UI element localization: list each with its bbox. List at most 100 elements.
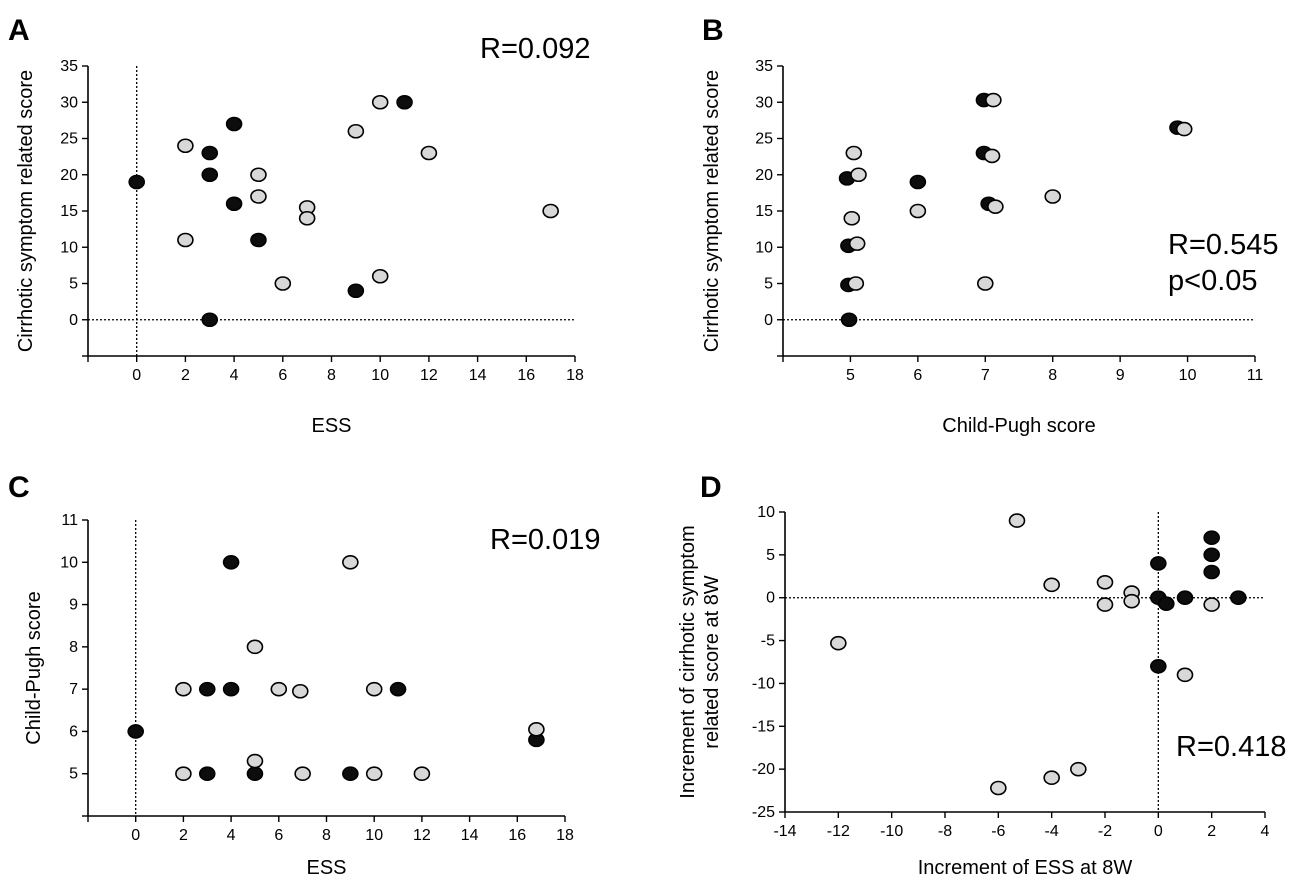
open-data-point [365,766,383,782]
y-tick-label: -10 [752,675,775,692]
filled-data-point [1203,547,1220,563]
filled-data-point [225,116,243,132]
filled-data-point [1203,530,1220,546]
x-tick-label: 0 [132,367,141,384]
open-data-point [850,167,867,183]
panel-a: A 0 5 10 15 20 25 30 35 0 2 4 6 8 10 12 14 16 18 ESS Cirrhot… [8,14,590,437]
y-tick-label: 5 [764,276,773,293]
open-data-point [1123,593,1140,609]
open-data-point [365,681,383,697]
open-data-point [413,766,431,782]
x-tick-label: 2 [179,827,188,844]
open-points-series [175,554,545,782]
x-tick-label: 14 [469,367,487,384]
open-data-point [1044,189,1062,204]
filled-data-point [1150,658,1167,674]
y-tick-label: 8 [69,639,78,656]
x-tick-label: -14 [773,823,796,840]
x-tick-label: 0 [131,827,140,844]
filled-points-series [128,94,413,328]
open-points-series [177,94,559,291]
filled-data-point [1176,590,1194,606]
y-tick-label: 30 [755,94,773,111]
y-tick-label: 20 [755,167,773,184]
open-data-point [175,681,192,697]
filled-data-point [222,554,240,570]
panel-b: B 0 5 10 15 20 25 30 35 5 6 7 8 9 10 11 Child-Pugh score… [701,14,1278,437]
y-tick-label: -15 [752,718,775,735]
correlation-annotation: R=0.019 [490,524,600,556]
x-tick-label: 6 [278,367,287,384]
open-data-point [175,766,192,782]
filled-data-point [909,174,927,190]
y-tick-label: 5 [69,276,78,293]
x-tick-label: 16 [517,367,535,384]
x-tick-label: 4 [1261,823,1270,840]
y-tick-label: 0 [764,312,773,329]
x-tick-label: -12 [827,823,850,840]
y-tick-label: 25 [755,131,773,148]
open-data-point [843,210,861,226]
open-data-point [371,94,389,110]
x-tick-label: 0 [1154,823,1163,840]
x-tick-label: 8 [322,827,331,844]
x-tick-label: 8 [327,367,336,384]
open-data-point [542,203,559,219]
x-tick-label: 5 [846,367,855,384]
open-data-point [830,635,847,651]
filled-data-point [127,724,144,739]
x-tick-label: -4 [1045,823,1059,840]
filled-data-point [201,167,219,183]
open-points-series [830,513,1220,796]
open-data-point [274,276,292,291]
y-tick-label: 11 [61,512,78,529]
y-tick-label: 9 [69,597,78,614]
open-data-point [909,203,927,219]
y-tick-label: 15 [60,203,78,220]
open-data-point [291,683,309,699]
open-data-point [1070,761,1087,777]
open-data-point [1096,574,1114,590]
y-tick-label: 30 [60,94,78,111]
correlation-annotation: R=0.418 [1176,731,1286,763]
open-data-point [342,554,359,570]
open-data-point [177,232,194,248]
panel-letter: B [702,14,724,47]
y-tick-label: 35 [60,58,78,75]
panel-letter: C [8,471,30,504]
x-axis-label: ESS [311,415,351,437]
y-tick-label: 35 [755,58,773,75]
y-tick-label: -25 [752,804,775,821]
correlation-annotation: p<0.05 [1168,265,1258,297]
y-tick-label: 10 [60,554,78,571]
open-data-point [246,753,264,769]
x-tick-label: -10 [880,823,903,840]
filled-data-point [1150,556,1167,571]
x-tick-label: 10 [365,827,383,844]
x-tick-label: 8 [1048,367,1057,384]
y-tick-label: 6 [69,723,78,740]
filled-data-point [1203,564,1220,580]
y-axis-label: Cirrhotic symptom related score [701,70,723,352]
x-tick-label: 7 [981,367,990,384]
x-tick-label: 6 [913,367,922,384]
filled-data-point [1158,596,1175,612]
x-tick-label: 18 [556,827,574,844]
y-axis-label: related score at 8W [701,575,723,749]
panel-letter: D [700,471,722,504]
filled-points-series [838,92,1186,328]
filled-points-series [127,554,545,782]
filled-data-point [128,174,145,190]
open-data-point [847,276,865,291]
y-tick-label: -5 [761,633,775,650]
panel-letter: A [8,14,30,47]
x-tick-label: 12 [420,367,438,384]
open-data-point [270,681,288,697]
x-axis-label: Increment of ESS at 8W [918,857,1133,879]
open-data-point [1175,121,1193,137]
y-tick-label: -20 [752,761,775,778]
open-data-point [1043,770,1060,786]
y-tick-label: 0 [766,590,775,607]
